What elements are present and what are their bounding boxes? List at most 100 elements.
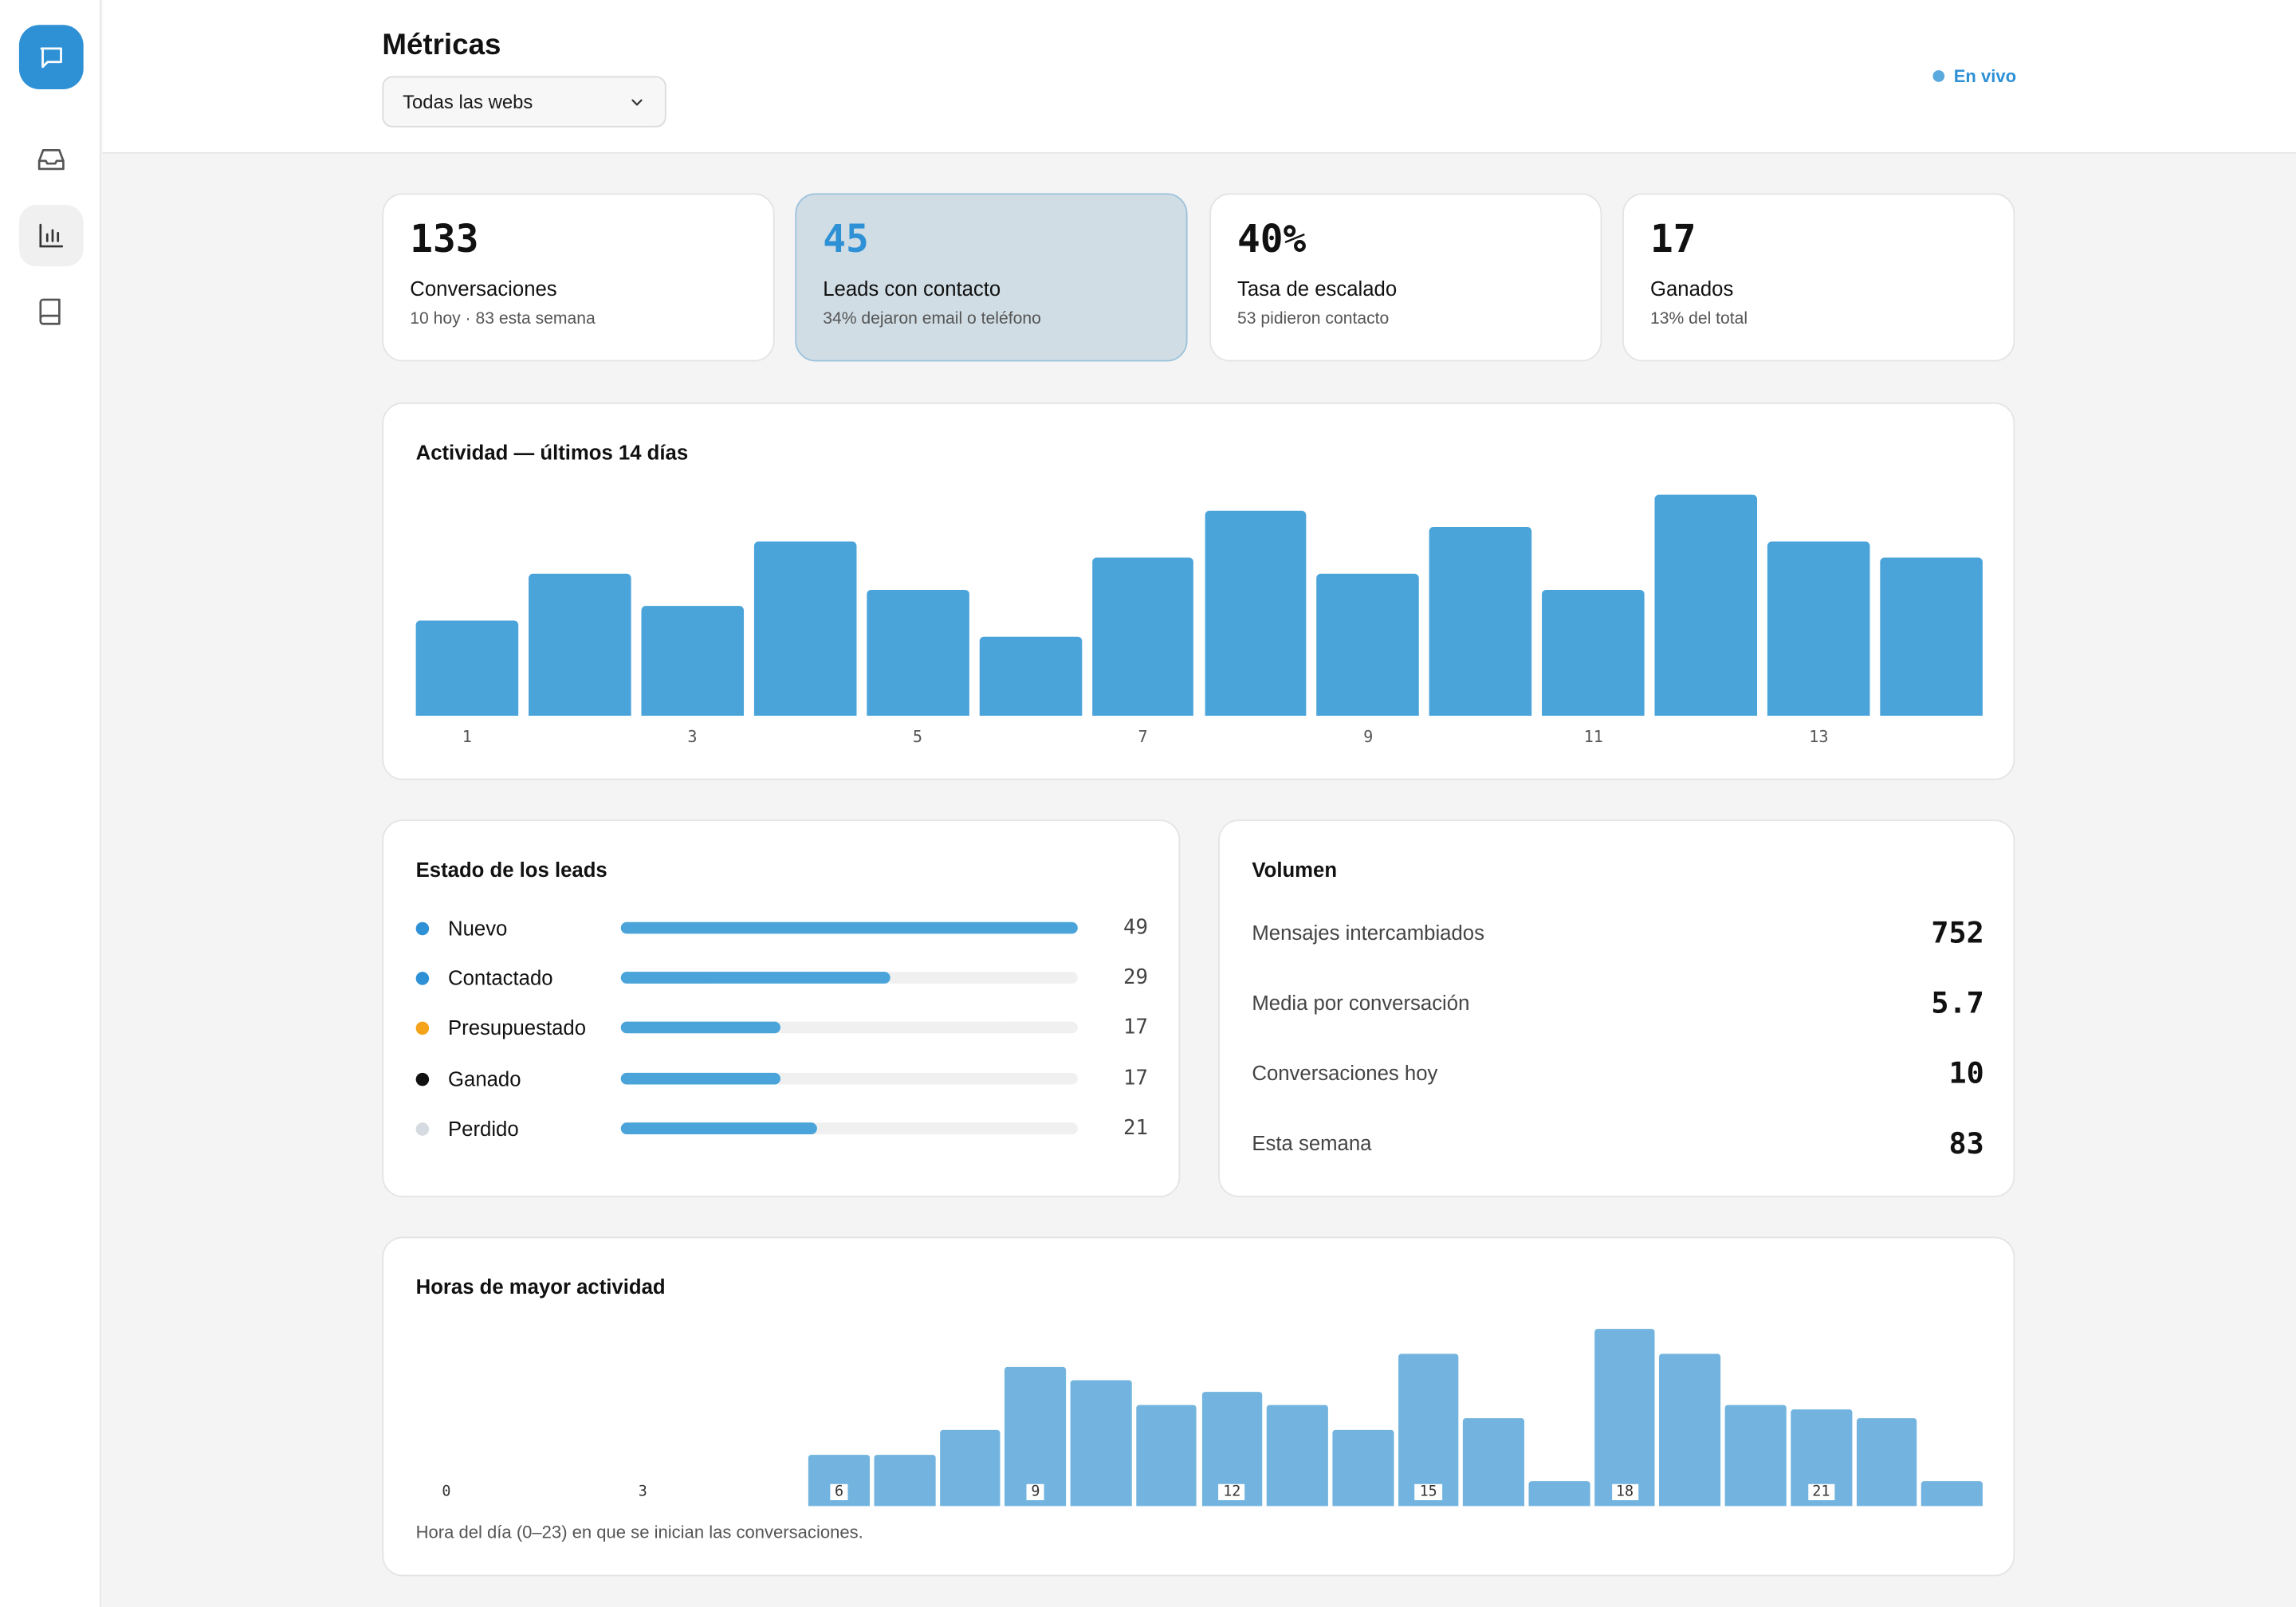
activity-title: Actividad — últimos 14 días: [415, 440, 689, 465]
leads-title: Estado de los leads: [415, 857, 607, 882]
volume-label: Mensajes intercambiados: [1252, 920, 1484, 945]
status-dot-icon: [415, 1122, 430, 1135]
volume-value: 83: [1948, 1125, 1984, 1161]
lead-status-count: 17: [1123, 1067, 1148, 1090]
lead-status-row: Perdido 21: [415, 1114, 1148, 1143]
activity-bar: [1654, 494, 1758, 716]
hour-bar: [1463, 1417, 1525, 1507]
stat-value: 17: [1649, 218, 1696, 262]
stat-card-conversations[interactable]: 133 Conversaciones 10 hoy · 83 esta sema…: [382, 193, 775, 362]
lead-status-count: 49: [1123, 916, 1148, 940]
lead-status-name: Nuevo: [448, 916, 508, 940]
hour-bar: [1724, 1405, 1787, 1507]
book-icon: [39, 298, 61, 325]
sidebar-item-metrics[interactable]: [18, 205, 84, 267]
hour-tick-label: 15: [1415, 1483, 1442, 1501]
stat-sub: 13% del total: [1649, 310, 1748, 328]
activity-bar: [1316, 573, 1420, 716]
live-dot-icon: [1933, 70, 1945, 82]
bar-chart-icon: [39, 223, 64, 248]
stat-label: Ganados: [1649, 277, 1734, 301]
hour-tick-label: 21: [1807, 1483, 1834, 1501]
hour-tick-label: 12: [1218, 1483, 1245, 1501]
lead-status-row: Contactado 29: [415, 963, 1148, 992]
lead-status-count: 21: [1123, 1116, 1148, 1141]
sidebar-item-inbox[interactable]: [19, 129, 84, 191]
hour-bar: [1398, 1354, 1459, 1507]
inbox-icon: [37, 149, 65, 171]
hours-title: Horas de mayor actividad: [415, 1275, 666, 1299]
hour-bar: [1135, 1405, 1197, 1507]
activity-bar: [1091, 557, 1194, 716]
lead-status-row: Ganado 17: [415, 1064, 1148, 1094]
stat-label: Tasa de escalado: [1237, 277, 1398, 301]
status-dot-icon: [415, 971, 430, 984]
hour-tick-label: 18: [1611, 1483, 1638, 1501]
lead-status-row: Nuevo 49: [415, 914, 1148, 943]
lead-status-bar: [620, 1122, 1078, 1134]
volume-row: Media por conversación 5.7: [1252, 984, 1983, 1022]
live-label: En vivo: [1953, 65, 2017, 87]
activity-bar: [1204, 510, 1307, 716]
volume-label: Media por conversación: [1252, 991, 1470, 1015]
activity-bar: [1429, 526, 1532, 716]
hour-bar: [1070, 1379, 1132, 1507]
lead-status-bar-fill: [620, 972, 890, 984]
activity-bar: [1767, 542, 1870, 716]
activity-tick-label: 13: [1809, 727, 1829, 747]
activity-tick-label: 11: [1583, 727, 1603, 747]
sidebar: [0, 0, 101, 1607]
hour-bar: [874, 1455, 936, 1507]
hours-bar-chart: 0 3 6 9 12 15 18 21: [416, 1326, 1983, 1507]
activity-card: Actividad — últimos 14 días 1 3 5 7 9 11 13: [382, 402, 2015, 780]
hour-bar: [1005, 1366, 1067, 1507]
stat-card-escalation[interactable]: 40% Tasa de escalado 53 pidieron contact…: [1209, 193, 1602, 362]
live-indicator: En vivo: [1933, 65, 2017, 87]
chat-icon: [40, 47, 62, 69]
stat-sub: 53 pidieron contacto: [1237, 310, 1390, 328]
stat-value: 45: [823, 218, 869, 262]
activity-tick-label: 3: [687, 727, 698, 747]
lead-status-bar: [620, 1021, 1078, 1034]
lead-status-name: Presupuestado: [448, 1016, 587, 1039]
stat-card-leads[interactable]: 45 Leads con contacto 34% dejaron email …: [795, 193, 1188, 362]
hour-bar: [1332, 1430, 1394, 1507]
hour-tick-label: 0: [437, 1483, 455, 1501]
lead-status-name: Perdido: [448, 1116, 519, 1141]
page-title: Métricas: [382, 29, 501, 62]
activity-bar: [415, 621, 519, 716]
lead-status-bar-fill: [620, 1021, 781, 1034]
stat-sub: 10 hoy · 83 esta semana: [410, 310, 596, 328]
volume-value: 10: [1948, 1055, 1984, 1090]
sidebar-item-knowledge[interactable]: [19, 281, 84, 343]
stat-value: 133: [410, 218, 479, 262]
stat-label: Leads con contacto: [823, 277, 1001, 301]
volume-row: Mensajes intercambiados 752: [1252, 914, 1983, 952]
hour-tick-label: 9: [1026, 1483, 1044, 1501]
volume-value: 752: [1931, 914, 1984, 950]
hours-caption: Hora del día (0–23) en que se inician la…: [415, 1522, 863, 1543]
site-select[interactable]: Todas las webs: [382, 76, 666, 128]
activity-bar-chart: 1 3 5 7 9 11 13: [415, 492, 1983, 746]
stat-card-won[interactable]: 17 Ganados 13% del total: [1622, 193, 2015, 362]
stat-sub: 34% dejaron email o teléfono: [823, 310, 1041, 328]
activity-tick-label: 5: [912, 727, 923, 747]
status-dot-icon: [415, 921, 430, 935]
lead-status-name: Contactado: [448, 965, 553, 990]
hour-tick-label: 3: [634, 1483, 652, 1501]
activity-tick-label: 1: [462, 727, 472, 747]
lead-status-bar: [620, 1072, 1078, 1085]
activity-tick-label: 7: [1138, 727, 1148, 747]
hour-bar: [1267, 1405, 1328, 1507]
hour-tick-label: 6: [830, 1483, 848, 1501]
volume-title: Volumen: [1252, 857, 1338, 882]
lead-status-count: 17: [1123, 1016, 1148, 1039]
volume-label: Conversaciones hoy: [1252, 1061, 1438, 1085]
hour-bar: [1528, 1480, 1590, 1507]
volume-row: Conversaciones hoy 10: [1252, 1054, 1983, 1092]
leads-status-card: Estado de los leads Nuevo 49 Contactado 29 P…: [382, 819, 1181, 1197]
activity-bar: [979, 636, 1082, 716]
status-dot-icon: [415, 1020, 430, 1035]
volume-value: 5.7: [1931, 984, 1984, 1020]
chat-button[interactable]: [18, 25, 84, 90]
